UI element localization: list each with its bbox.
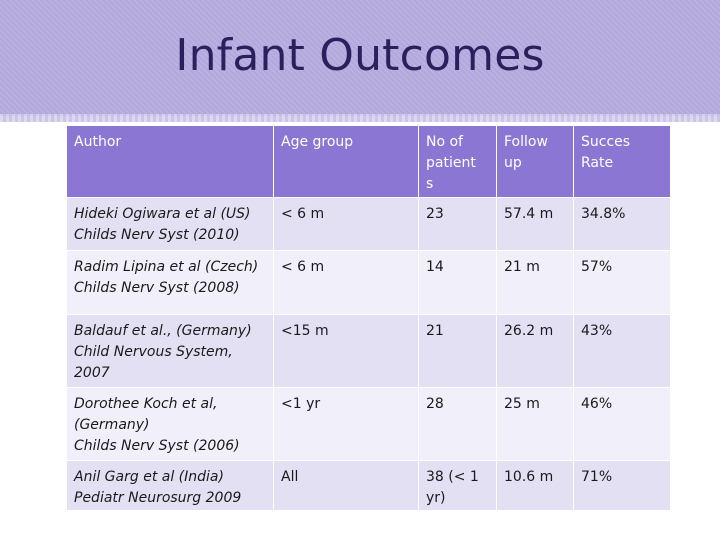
cell-age-group: <15 m xyxy=(273,314,419,388)
author-line: Childs Nerv Syst (2010) xyxy=(74,227,240,243)
title-band-edge xyxy=(0,114,720,122)
cell-author: Dorothee Koch et al, (Germany) Childs Ne… xyxy=(66,387,274,461)
author-line: Childs Nerv Syst (2008) xyxy=(74,280,240,296)
cell-success-rate: 46% xyxy=(573,387,671,461)
header-follow-up-line: up xyxy=(504,155,522,171)
header-follow-up-line: Follow xyxy=(504,134,548,150)
patients-line: 38 (< 1 xyxy=(426,469,479,485)
slide-title: Infant Outcomes xyxy=(175,30,545,81)
author-line: Radim Lipina et al (Czech) xyxy=(74,257,266,278)
outcomes-table-container: Author Age group No of patient s Follow … xyxy=(66,125,671,511)
outcomes-table: Author Age group No of patient s Follow … xyxy=(66,125,671,511)
table-row: Radim Lipina et al (Czech) Childs Nerv S… xyxy=(66,250,671,315)
cell-age-group: <1 yr xyxy=(273,387,419,461)
cell-no-of-patients: 28 xyxy=(418,387,497,461)
cell-no-of-patients: 21 xyxy=(418,314,497,388)
cell-author: Baldauf et al., (Germany) Child Nervous … xyxy=(66,314,274,388)
cell-follow-up: 26.2 m xyxy=(496,314,574,388)
author-line: (Germany) xyxy=(74,417,150,433)
header-age-group: Age group xyxy=(273,125,419,198)
cell-author: Anil Garg et al (India) Pediatr Neurosur… xyxy=(66,460,274,511)
author-line: Child Nervous System, xyxy=(74,344,233,360)
author-line: 2007 xyxy=(74,365,110,381)
cell-age-group: < 6 m xyxy=(273,250,419,315)
header-no-of-patients-line: patient xyxy=(426,155,476,171)
header-author: Author xyxy=(66,125,274,198)
cell-follow-up: 57.4 m xyxy=(496,197,574,251)
header-no-of-patients-line: s xyxy=(426,176,434,192)
patients-line: yr) xyxy=(426,490,446,506)
table-row: Dorothee Koch et al, (Germany) Childs Ne… xyxy=(66,387,671,461)
header-follow-up: Follow up xyxy=(496,125,574,198)
cell-no-of-patients: 23 xyxy=(418,197,497,251)
cell-success-rate: 71% xyxy=(573,460,671,511)
author-line: Anil Garg et al (India) xyxy=(74,469,224,485)
author-line: Hideki Ogiwara et al (US) xyxy=(74,206,251,222)
header-success-rate-line: Rate xyxy=(581,155,614,171)
cell-author: Radim Lipina et al (Czech) Childs Nerv S… xyxy=(66,250,274,315)
author-name: Radim Lipina et al (Czech) xyxy=(74,259,259,275)
header-row: Author Age group No of patient s Follow … xyxy=(66,125,671,198)
table-row: Baldauf et al., (Germany) Child Nervous … xyxy=(66,314,671,388)
cell-no-of-patients: 38 (< 1 yr) xyxy=(418,460,497,511)
cell-follow-up: 25 m xyxy=(496,387,574,461)
cell-follow-up: 10.6 m xyxy=(496,460,574,511)
header-no-of-patients-line: No of xyxy=(426,134,463,150)
cell-follow-up: 21 m xyxy=(496,250,574,315)
cell-age-group: All xyxy=(273,460,419,511)
author-line: Baldauf et al., (Germany) xyxy=(74,323,252,339)
cell-no-of-patients: 14 xyxy=(418,250,497,315)
header-success-rate: Succes Rate xyxy=(573,125,671,198)
table-row: Hideki Ogiwara et al (US) Childs Nerv Sy… xyxy=(66,197,671,251)
cell-success-rate: 43% xyxy=(573,314,671,388)
author-line: Childs Nerv Syst (2006) xyxy=(74,438,240,454)
cell-success-rate: 57% xyxy=(573,250,671,315)
author-line: Pediatr Neurosurg 2009 xyxy=(74,490,242,506)
title-band xyxy=(0,0,720,116)
header-no-of-patients: No of patient s xyxy=(418,125,497,198)
author-line: Dorothee Koch et al, xyxy=(74,396,218,412)
cell-author: Hideki Ogiwara et al (US) Childs Nerv Sy… xyxy=(66,197,274,251)
cell-age-group: < 6 m xyxy=(273,197,419,251)
cell-success-rate: 34.8% xyxy=(573,197,671,251)
table-row: Anil Garg et al (India) Pediatr Neurosur… xyxy=(66,460,671,511)
header-success-rate-line: Succes xyxy=(581,134,631,150)
